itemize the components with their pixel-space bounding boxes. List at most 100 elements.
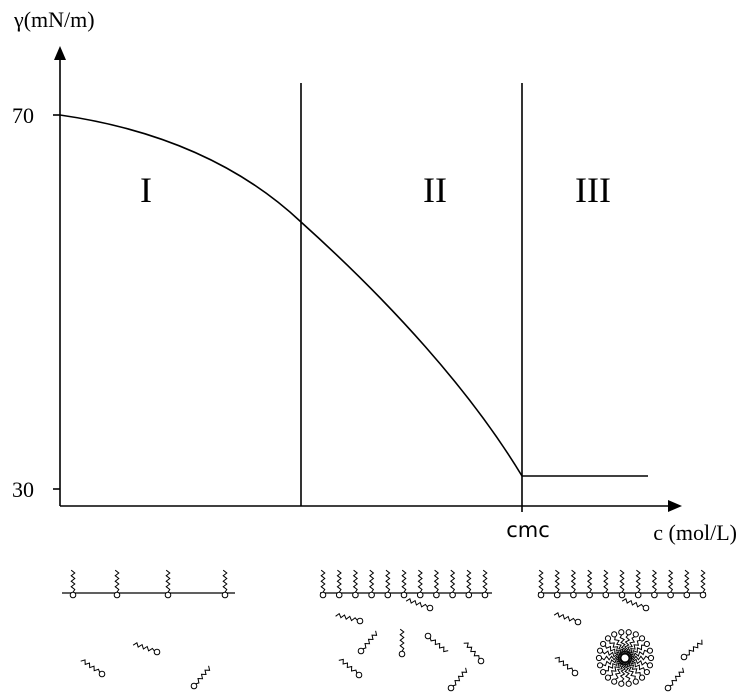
head-group	[667, 591, 674, 599]
head-group	[618, 680, 625, 687]
tail	[452, 667, 468, 687]
head-group	[625, 629, 632, 636]
tail	[362, 630, 378, 650]
head-group	[611, 678, 618, 685]
tail	[623, 661, 631, 682]
head-group	[384, 591, 392, 599]
head-group	[600, 668, 607, 676]
head-group	[618, 591, 626, 599]
head-group	[643, 640, 650, 648]
tail	[352, 569, 359, 593]
tail	[628, 649, 648, 659]
tail	[626, 658, 646, 671]
head-group	[638, 635, 646, 642]
tail	[554, 656, 574, 672]
tail	[614, 660, 625, 680]
tail	[625, 636, 636, 656]
head-group	[570, 591, 577, 599]
head-group	[537, 591, 545, 599]
tail	[635, 569, 641, 593]
head-group	[447, 684, 455, 692]
tail	[626, 639, 641, 657]
tail	[165, 569, 171, 593]
tail	[195, 665, 211, 685]
tail	[80, 659, 101, 673]
tail	[554, 569, 560, 593]
head-group	[69, 591, 77, 599]
tail	[700, 569, 706, 593]
tail	[624, 661, 636, 680]
tail	[651, 569, 658, 593]
tail	[604, 645, 624, 658]
tail	[368, 569, 375, 593]
tail	[222, 569, 228, 593]
head-group	[604, 674, 612, 681]
head-group	[357, 647, 365, 655]
tail	[570, 569, 577, 593]
head-group	[699, 591, 707, 599]
tail	[623, 634, 631, 656]
tail	[627, 655, 649, 661]
head-group	[98, 670, 106, 678]
head-group	[611, 631, 618, 638]
head-group	[400, 591, 408, 599]
head-group	[642, 604, 650, 612]
tension-curve	[59, 114, 648, 477]
y-tick-label: 70	[12, 103, 34, 128]
tail	[417, 569, 423, 593]
tail	[602, 657, 622, 667]
tail	[433, 569, 440, 593]
head-group	[481, 591, 489, 599]
x-tick-label: cmc	[506, 518, 550, 542]
y-tick-label: 30	[12, 477, 34, 502]
tail	[609, 659, 624, 677]
tail	[619, 569, 625, 593]
head-group	[632, 631, 639, 638]
tail	[601, 655, 623, 661]
head-group	[595, 654, 603, 662]
tail	[609, 640, 625, 656]
tail	[429, 637, 449, 653]
head-group	[596, 647, 604, 654]
head-group	[571, 669, 579, 677]
head-group	[651, 591, 658, 599]
tail	[627, 657, 648, 666]
head-group	[643, 668, 650, 676]
head-group	[398, 650, 406, 658]
molecules	[69, 569, 707, 692]
head-group	[646, 647, 654, 654]
head-group	[683, 591, 691, 599]
head-group	[600, 640, 607, 648]
tail	[619, 660, 627, 682]
region-label: III	[575, 170, 611, 210]
head-group	[368, 591, 375, 599]
head-group	[604, 635, 612, 642]
tail	[603, 569, 609, 593]
tail	[335, 612, 358, 622]
head-group	[602, 591, 610, 599]
head-group	[416, 591, 424, 599]
tail	[614, 636, 626, 655]
head-group	[553, 591, 561, 599]
tail	[405, 598, 428, 608]
x-arrow	[668, 500, 682, 512]
head-group	[574, 618, 582, 626]
tail	[482, 569, 488, 593]
region-label: II	[423, 170, 447, 210]
tail	[669, 667, 685, 687]
tail	[667, 569, 674, 593]
tail	[686, 639, 703, 656]
head-group	[113, 591, 121, 599]
head-group	[618, 629, 625, 636]
y-axis-label: γ(mN/m)	[13, 7, 95, 32]
tail	[336, 569, 342, 593]
head-group	[352, 591, 359, 599]
tail	[684, 569, 690, 593]
x-axis-label: c (mol/L)	[653, 520, 737, 545]
head-group	[586, 591, 593, 599]
tail	[466, 569, 472, 593]
tail	[385, 569, 391, 593]
tail	[114, 569, 120, 593]
head-group	[634, 591, 642, 599]
